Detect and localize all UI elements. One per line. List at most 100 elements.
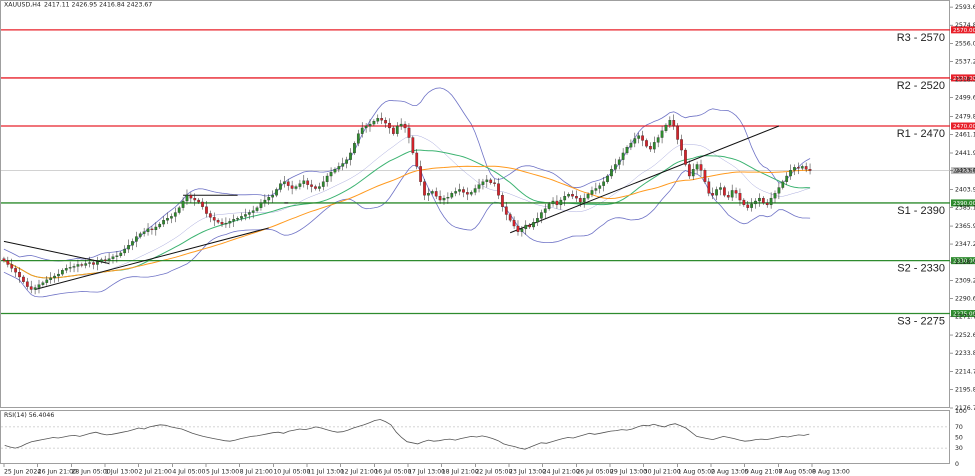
candle-body [302, 180, 306, 184]
candle-body [2, 258, 6, 261]
candle-body [166, 218, 169, 221]
rsi-tick-label: 0 [955, 461, 959, 468]
candle-body [785, 175, 789, 182]
candle-body [765, 202, 769, 206]
bollinger-lower [3, 165, 811, 298]
candle-body [497, 183, 500, 196]
candle-body [477, 184, 481, 189]
candle-body [68, 267, 72, 269]
y-tick-label: 2271.78 [955, 314, 975, 321]
candle-body [298, 183, 302, 187]
x-tick-label: 29 Jul 13:00 [610, 469, 647, 476]
candle-body [454, 191, 458, 194]
candle-body [76, 264, 80, 267]
candle-body [489, 179, 493, 183]
candle-body [660, 130, 664, 138]
y-tick-label: 2347.25 [955, 241, 975, 248]
candle-body [275, 189, 278, 196]
candle-body [263, 199, 267, 204]
candle-body [22, 276, 25, 282]
candle-body [423, 181, 426, 196]
candle-body [372, 121, 376, 125]
candle-body [41, 282, 45, 285]
candle-body [754, 200, 757, 205]
candle-body [72, 266, 76, 268]
candle-body [259, 202, 263, 208]
x-tick-label: 18 Jul 21:00 [442, 469, 479, 476]
candle-body [676, 125, 680, 140]
x-tick-label: 11 Jul 13:00 [307, 469, 344, 476]
moving-averages [3, 149, 811, 279]
candle-body [606, 175, 609, 182]
level-label: R3 - 2570 [897, 32, 945, 44]
candle-body [617, 159, 621, 165]
x-tick-label: 28 Jun 05:00 [71, 469, 110, 476]
candle-body [625, 147, 629, 154]
candle-body [201, 201, 204, 207]
candle-body [318, 186, 321, 189]
candle-body [687, 164, 691, 177]
candle-body [411, 137, 415, 154]
candle-body [797, 167, 800, 169]
trendline [34, 227, 269, 290]
candle-body [703, 170, 707, 182]
candle-body [115, 255, 119, 257]
rsi-tick-label: 100 [955, 408, 967, 415]
candle-body [306, 180, 310, 185]
candle-body [228, 221, 232, 224]
candle-body [691, 169, 695, 177]
candle-body [212, 217, 216, 221]
candle-body [804, 166, 808, 170]
candle-body [555, 200, 559, 206]
candle-body [18, 272, 21, 278]
candle-body [244, 214, 247, 217]
candle-body [232, 219, 236, 222]
candle-body [6, 260, 10, 265]
candle-body [742, 199, 746, 206]
candle-body [602, 181, 606, 186]
candle-body [473, 188, 477, 193]
candle-body [111, 256, 115, 259]
candle-body [645, 140, 648, 147]
candle-body [392, 127, 395, 134]
candle-body [127, 245, 130, 250]
candle-body [594, 188, 598, 191]
candle-body [279, 183, 282, 190]
candle-body [45, 279, 49, 283]
x-tick-label: 12 Jul 21:00 [341, 469, 378, 476]
candle-body [508, 214, 512, 221]
candle-body [123, 248, 127, 254]
candle-body [240, 216, 243, 219]
candle-body [399, 123, 403, 127]
y-tick-label: 2385.12 [955, 205, 975, 212]
trendline [510, 125, 780, 234]
ma-fast [3, 149, 811, 279]
candle-body [103, 259, 107, 261]
candle-body [29, 286, 33, 290]
y-tick-label: 2574.84 [955, 22, 975, 29]
candle-body [575, 196, 578, 199]
candle-body [247, 212, 251, 215]
candle-body [364, 125, 368, 129]
candle-body [255, 207, 259, 211]
candle-body [641, 135, 644, 141]
candle-body [310, 184, 313, 187]
candle-body [205, 206, 208, 214]
y-tick-label: 2461.10 [955, 132, 975, 139]
candle-body [61, 270, 64, 275]
y-tick-label: 2423.67 [955, 168, 975, 175]
bollinger-upper [3, 87, 811, 262]
candle-body [730, 190, 734, 198]
level-price-tag [951, 257, 975, 265]
candle-body [360, 127, 364, 134]
x-tick-label: 22 Jul 05:00 [475, 469, 512, 476]
rsi-tick-label: 50 [955, 435, 963, 442]
candle-body [672, 120, 676, 127]
candle-body [438, 196, 442, 201]
candle-body [469, 192, 473, 195]
candle-body [462, 189, 465, 193]
candle-body [189, 195, 193, 199]
candle-body [119, 252, 123, 256]
